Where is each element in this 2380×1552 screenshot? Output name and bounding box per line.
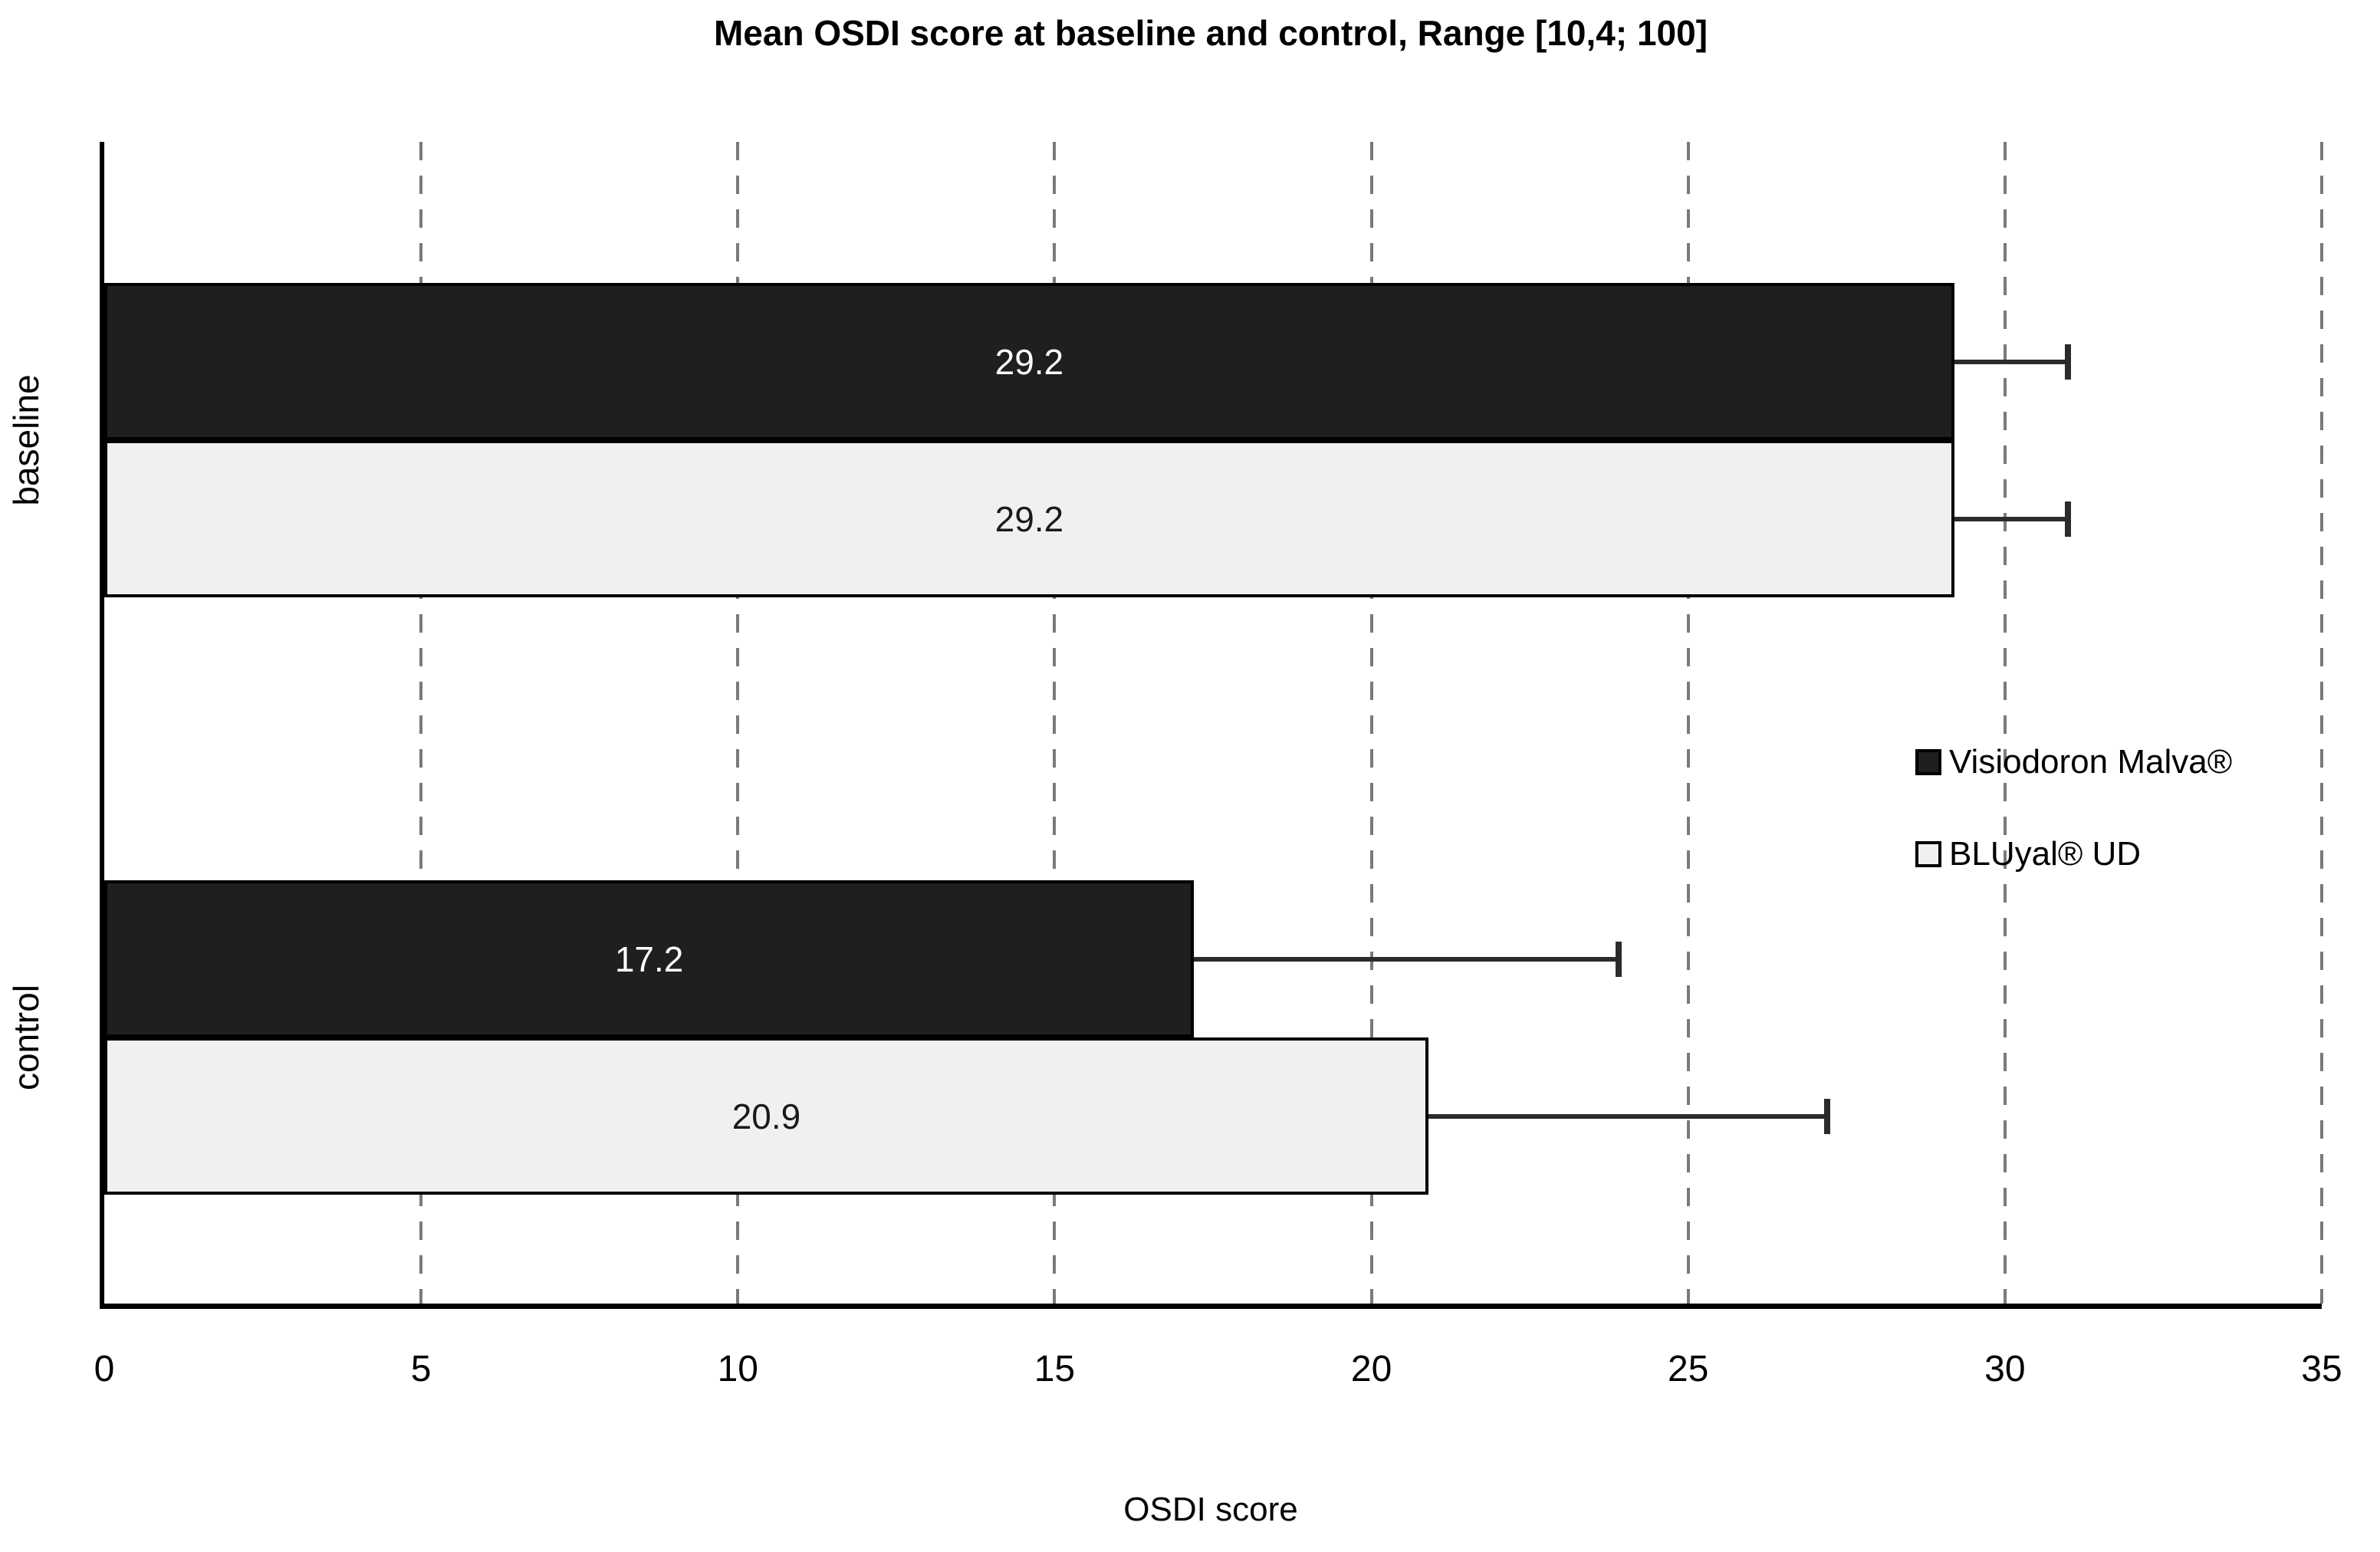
error-bar-cap bbox=[1615, 941, 1622, 977]
gridline-30 bbox=[2003, 142, 2007, 1304]
x-tick-label-15: 15 bbox=[1034, 1349, 1076, 1389]
error-bar bbox=[1428, 1113, 1828, 1119]
bar-value-label: 17.2 bbox=[614, 939, 684, 979]
gridline-25 bbox=[1686, 142, 1690, 1304]
error-bar bbox=[1954, 359, 2069, 364]
error-bar bbox=[1954, 516, 2069, 521]
gridline-10 bbox=[736, 142, 740, 1304]
gridline-35 bbox=[2320, 142, 2323, 1304]
legend-item-visiodoron: Visiodoron Malva® bbox=[1915, 741, 2232, 784]
legend-item-bluyal: BLUyal® UD bbox=[1915, 833, 2232, 876]
x-axis-title: OSDI score bbox=[1123, 1491, 1298, 1528]
error-bar-cap bbox=[2065, 344, 2072, 380]
bar-control-bluyal: 20.9 bbox=[104, 1037, 1428, 1195]
x-axis-tick-labels: 0 5 10 15 20 25 30 35 bbox=[94, 1349, 2342, 1397]
plot-area: 29.2 17.2 29.2 20.9 bbox=[100, 142, 2323, 1309]
bar-value-label: 29.2 bbox=[994, 498, 1064, 539]
category-label-control: control bbox=[6, 985, 46, 1091]
x-tick-label-10: 10 bbox=[717, 1349, 758, 1389]
legend-swatch bbox=[1915, 749, 1941, 775]
category-label-baseline: baseline bbox=[6, 374, 46, 507]
y-axis-category-labels: baseline control bbox=[0, 142, 100, 1304]
gridline-20 bbox=[1369, 142, 1373, 1304]
error-bar-cap bbox=[2065, 501, 2072, 537]
legend: Visiodoron Malva® BLUyal® UD bbox=[1915, 741, 2232, 925]
gridline-5 bbox=[419, 142, 423, 1304]
error-bar-cap bbox=[1824, 1098, 1831, 1134]
x-tick-label-20: 20 bbox=[1350, 1349, 1392, 1389]
bar-baseline-visiodoron: 29.2 bbox=[104, 283, 1954, 441]
gridline-15 bbox=[1053, 142, 1057, 1304]
error-bar bbox=[1194, 956, 1619, 962]
x-tick-label-0: 0 bbox=[94, 1349, 115, 1389]
x-tick-label-30: 30 bbox=[1984, 1349, 2026, 1389]
bar-value-label: 20.9 bbox=[731, 1096, 801, 1136]
bar-value-label: 29.2 bbox=[994, 341, 1064, 382]
x-tick-label-35: 35 bbox=[2301, 1349, 2342, 1389]
legend-label: Visiodoron Malva® bbox=[1949, 743, 2233, 781]
chart-title: Mean OSDI score at baseline and control,… bbox=[713, 13, 1708, 53]
bar-baseline-bluyal: 29.2 bbox=[104, 440, 1954, 598]
bar-control-visiodoron: 17.2 bbox=[104, 880, 1195, 1038]
x-tick-label-25: 25 bbox=[1668, 1349, 1709, 1389]
legend-swatch bbox=[1915, 841, 1941, 867]
legend-label: BLUyal® UD bbox=[1949, 835, 2142, 873]
x-tick-label-5: 5 bbox=[410, 1349, 432, 1389]
